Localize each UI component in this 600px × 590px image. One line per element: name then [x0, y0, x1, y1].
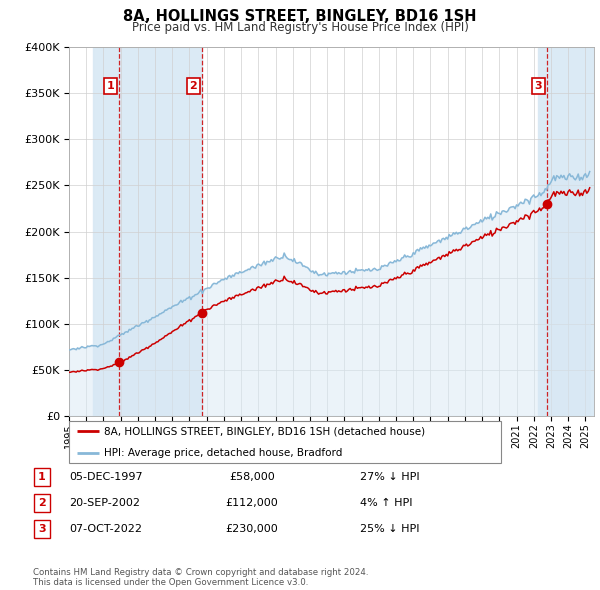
- Text: HPI: Average price, detached house, Bradford: HPI: Average price, detached house, Brad…: [104, 448, 343, 457]
- Bar: [538, 47, 594, 416]
- FancyBboxPatch shape: [34, 468, 50, 486]
- Bar: [94, 47, 202, 416]
- Text: £58,000: £58,000: [229, 472, 275, 481]
- Text: £112,000: £112,000: [226, 498, 278, 507]
- Text: 2: 2: [38, 498, 46, 507]
- Text: 25% ↓ HPI: 25% ↓ HPI: [360, 524, 419, 533]
- Text: 1: 1: [38, 472, 46, 481]
- Text: 27% ↓ HPI: 27% ↓ HPI: [360, 472, 419, 481]
- Text: 1: 1: [107, 81, 115, 91]
- FancyBboxPatch shape: [34, 494, 50, 512]
- Text: 2: 2: [190, 81, 197, 91]
- Text: Price paid vs. HM Land Registry's House Price Index (HPI): Price paid vs. HM Land Registry's House …: [131, 21, 469, 34]
- Text: 3: 3: [535, 81, 542, 91]
- FancyBboxPatch shape: [34, 520, 50, 537]
- Text: 20-SEP-2002: 20-SEP-2002: [69, 498, 140, 507]
- Text: 05-DEC-1997: 05-DEC-1997: [69, 472, 143, 481]
- Text: Contains HM Land Registry data © Crown copyright and database right 2024.
This d: Contains HM Land Registry data © Crown c…: [33, 568, 368, 587]
- Text: 8A, HOLLINGS STREET, BINGLEY, BD16 1SH (detached house): 8A, HOLLINGS STREET, BINGLEY, BD16 1SH (…: [104, 427, 425, 436]
- Text: 3: 3: [38, 524, 46, 533]
- Text: 4% ↑ HPI: 4% ↑ HPI: [360, 498, 413, 507]
- Text: 8A, HOLLINGS STREET, BINGLEY, BD16 1SH: 8A, HOLLINGS STREET, BINGLEY, BD16 1SH: [123, 9, 477, 24]
- Text: £230,000: £230,000: [226, 524, 278, 533]
- FancyBboxPatch shape: [69, 421, 501, 463]
- Text: 07-OCT-2022: 07-OCT-2022: [69, 524, 142, 533]
